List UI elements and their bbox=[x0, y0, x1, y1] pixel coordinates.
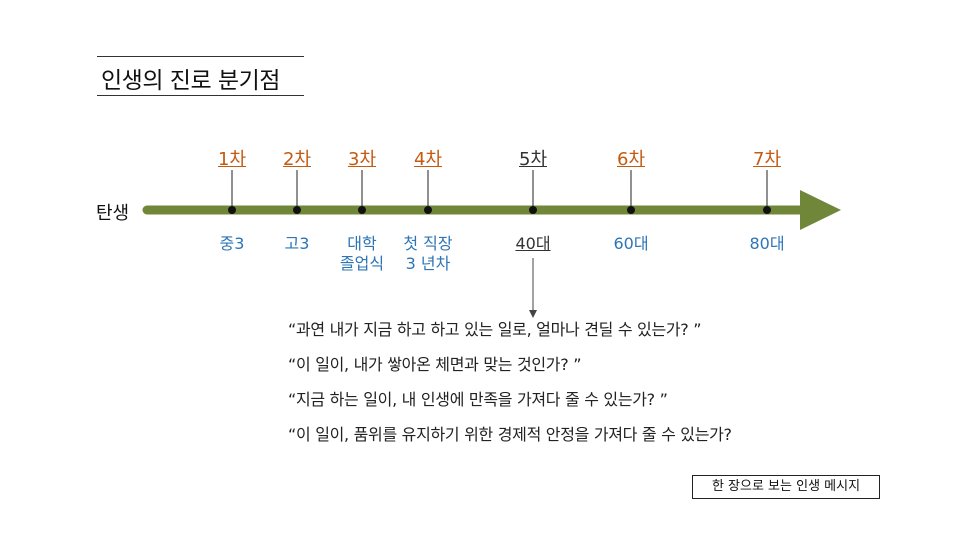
timeline-arrowhead bbox=[800, 190, 841, 230]
milestone-label-7: 80대 bbox=[749, 234, 785, 253]
summary-badge: 한 장으로 보는 인생 메시지 bbox=[692, 475, 880, 499]
stage-label-7: 7차 bbox=[752, 149, 782, 170]
milestone-label-3: 대학 졸업식 bbox=[339, 234, 385, 273]
question-1: “과연 내가 지금 하고 하고 있는 일로, 얼마나 견딜 수 있는가? ” bbox=[288, 320, 702, 339]
stage-dot-1 bbox=[228, 206, 236, 214]
stage-dot-4 bbox=[424, 206, 432, 214]
stage-label-4: 4차 bbox=[413, 149, 443, 170]
stage-dot-3 bbox=[358, 206, 366, 214]
birth-label: 탄생 bbox=[96, 203, 130, 224]
stage-dot-2 bbox=[293, 206, 301, 214]
title-bottom-rule bbox=[97, 95, 304, 96]
question-list: “과연 내가 지금 하고 하고 있는 일로, 얼마나 견딜 수 있는가? ” “… bbox=[288, 320, 732, 460]
stage-dot-5 bbox=[529, 206, 537, 214]
stage-label-1: 1차 bbox=[217, 149, 247, 170]
question-3: “지금 하는 일이, 내 인생에 만족을 가져다 줄 수 있는가? ” bbox=[288, 390, 668, 409]
stage-label-5: 5차 bbox=[518, 149, 548, 170]
stage-label-2: 2차 bbox=[282, 149, 312, 170]
question-4: “이 일이, 품위를 유지하기 위한 경제적 안정을 가져다 줄 수 있는가? bbox=[288, 425, 732, 444]
question-2: “이 일이, 내가 쌓아온 체면과 맞는 것인가? ” bbox=[288, 355, 582, 374]
stage-label-3: 3차 bbox=[347, 149, 377, 170]
milestone-label-5: 40대 bbox=[515, 234, 551, 253]
page-title: 인생의 진로 분기점 bbox=[101, 68, 280, 94]
milestone-label-2: 고3 bbox=[284, 234, 310, 253]
title-top-rule bbox=[97, 56, 304, 57]
milestone-label-4: 첫 직장 3 년차 bbox=[403, 234, 453, 273]
stage-label-6: 6차 bbox=[616, 149, 646, 170]
stage-dot-6 bbox=[627, 206, 635, 214]
milestone-label-1: 중3 bbox=[219, 234, 245, 253]
stage-dot-7 bbox=[763, 206, 771, 214]
pointer-arrowhead bbox=[529, 310, 537, 318]
milestone-label-6: 60대 bbox=[613, 234, 649, 253]
title-box: 인생의 진로 분기점 bbox=[97, 56, 304, 96]
